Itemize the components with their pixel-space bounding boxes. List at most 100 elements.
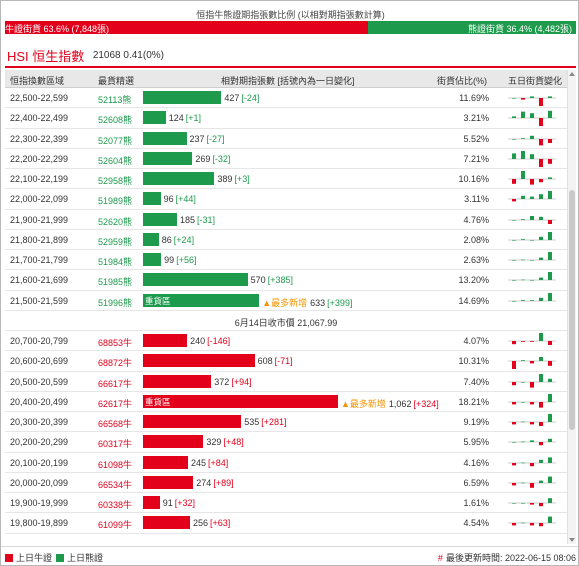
warrant-code-link[interactable]: 66534牛 [98, 479, 133, 490]
warrant-code-link[interactable]: 66568牛 [98, 419, 133, 429]
mini-chart-bar [539, 118, 543, 127]
contracts-number: 570 [250, 275, 266, 286]
mini-chart-bar [539, 297, 543, 301]
warrant-code-link[interactable]: 52959熊 [98, 236, 133, 247]
mini-chart-bar [530, 440, 534, 443]
index-name[interactable]: HSI 恒生指數 [7, 49, 85, 64]
range-cell: 21,500-21,599 [10, 295, 69, 306]
warrant-code-link[interactable]: 51985熊 [98, 277, 133, 288]
table-row: 20,700-20,799 68853牛 240 [-146] 4.07% [5, 331, 567, 352]
mini-chart-bar [548, 252, 552, 260]
warrant-code-link[interactable]: 60338牛 [98, 500, 133, 510]
mini-chart-bar [548, 272, 552, 281]
five-day-change-chart [508, 111, 556, 127]
contracts-bar [143, 374, 212, 388]
scrollbar-thumb[interactable] [569, 190, 575, 430]
col-code-header: 最貨精選 [98, 76, 135, 86]
vertical-scrollbar[interactable] [567, 70, 576, 544]
mini-chart-bar [530, 482, 534, 488]
share-pct-cell: 2.08% [463, 234, 489, 245]
mini-chart-bar [521, 150, 525, 159]
mini-chart-bar [512, 523, 516, 526]
five-day-change-chart [508, 373, 556, 388]
contracts-bar [143, 212, 177, 226]
mini-chart-bar [548, 191, 552, 200]
bull-legend: 上日牛證 [5, 551, 52, 564]
contracts-value: 535 [+281] [244, 417, 286, 427]
contracts-bar [143, 253, 162, 266]
warrant-code-link[interactable]: 62617牛 [98, 398, 133, 409]
warrant-code-link[interactable]: 61098牛 [98, 459, 133, 470]
contracts-number: 185 [179, 214, 195, 225]
range-cell: 22,400-22,499 [10, 113, 69, 124]
share-pct-cell: 10.16% [458, 174, 489, 184]
contracts-value: 372 [+94] [214, 377, 251, 387]
contracts-value: 329 [+48] [206, 437, 243, 447]
table-row: 21,600-21,699 51985熊 570 [+385] 13.20% [5, 270, 567, 291]
warrant-code-link[interactable]: 68853牛 [98, 338, 133, 348]
share-pct-cell: 18.21% [458, 396, 489, 407]
range-cell: 22,300-22,399 [10, 133, 69, 144]
table-row: 22,400-22,499 52608熊 124 [+1] 3.21% [5, 108, 567, 129]
warrant-code-link[interactable]: 68872牛 [98, 358, 133, 369]
mini-chart-bar [521, 421, 525, 423]
contracts-number: 245 [190, 457, 207, 468]
warrant-code-link[interactable]: 66617牛 [98, 378, 133, 389]
contracts-change: [+3] [234, 174, 250, 184]
warrant-code-link[interactable]: 51989熊 [98, 196, 133, 207]
contracts-change: [+84] [208, 457, 229, 468]
five-day-change-chart [508, 135, 556, 145]
five-day-change-chart [508, 414, 556, 426]
mini-chart-bar [521, 98, 525, 100]
warrant-code-link[interactable]: 61099牛 [98, 520, 133, 531]
table-body[interactable]: 22,500-22,599 52113熊 427 [-24] 11.69% 22,400-… [5, 88, 567, 544]
five-day-change-chart [508, 215, 556, 224]
bull-ratio-segment [5, 21, 369, 34]
contracts-value: 99 [+56] [164, 255, 196, 265]
mini-chart-bar [530, 422, 534, 425]
mini-chart-bar [530, 341, 534, 342]
contracts-value: ▲最多新增 1,062 [+324] [341, 397, 439, 410]
warrant-code-link[interactable]: 60317牛 [98, 439, 133, 450]
mini-chart-bar [548, 378, 552, 382]
mini-chart-bar [539, 523, 543, 527]
ratio-title: 恒指牛熊證期指張數比例 (以相對期指張數計算) [196, 10, 385, 20]
mini-chart-bar [530, 179, 534, 185]
table-row: 21,900-21,999 52620熊 185 [-31] 4.76% [5, 210, 567, 230]
contracts-number: 427 [224, 93, 240, 103]
contracts-bar [143, 496, 160, 509]
mini-chart-bar [530, 196, 534, 200]
contracts-value: 256 [+63] [193, 518, 230, 528]
mini-chart-bar [512, 153, 516, 159]
range-cell: 22,000-22,099 [10, 194, 69, 205]
mini-chart-bar [521, 522, 525, 524]
warrant-code-link[interactable]: 52604熊 [98, 155, 133, 166]
mini-chart-bar [512, 361, 516, 370]
five-day-change-chart [508, 272, 556, 281]
table-row: 20,000-20,099 66534牛 274 [+89] 6.59% [5, 473, 567, 493]
warrant-code-link[interactable]: 52077熊 [98, 135, 133, 146]
scroll-down-arrow-icon[interactable] [569, 538, 575, 542]
warrant-code-link[interactable]: 52958熊 [98, 176, 133, 186]
five-day-change-chart [508, 456, 556, 466]
contracts-number: 633 [310, 297, 326, 308]
contracts-bar [143, 334, 188, 347]
table-header: 恒指換數區域 最貨精選 相對期指張數 [括號內為一日變化] 街貨佔比(%) 五日… [5, 70, 567, 88]
table-row: 21,700-21,799 51984熊 99 [+56] 2.63% [5, 250, 567, 271]
share-pct-cell: 2.63% [463, 255, 489, 265]
warrant-code-link[interactable]: 51996熊 [98, 297, 133, 308]
mini-chart-bar [539, 216, 543, 220]
contracts-number: 256 [193, 518, 209, 529]
warrant-code-link[interactable]: 52113熊 [98, 95, 132, 105]
mini-chart-bar [530, 462, 534, 466]
share-pct-cell: 4.07% [463, 336, 489, 346]
warrant-code-link[interactable]: 52620熊 [98, 216, 133, 227]
contracts-bar [143, 172, 215, 185]
warrant-code-link[interactable]: 51984熊 [98, 257, 133, 267]
range-cell: 19,900-19,999 [10, 498, 69, 508]
share-pct-cell: 14.69% [458, 295, 489, 306]
mini-chart-bar [512, 219, 516, 221]
warrant-code-link[interactable]: 52608熊 [98, 115, 133, 126]
mini-chart-bar [548, 292, 552, 301]
scroll-up-arrow-icon[interactable] [569, 72, 575, 76]
